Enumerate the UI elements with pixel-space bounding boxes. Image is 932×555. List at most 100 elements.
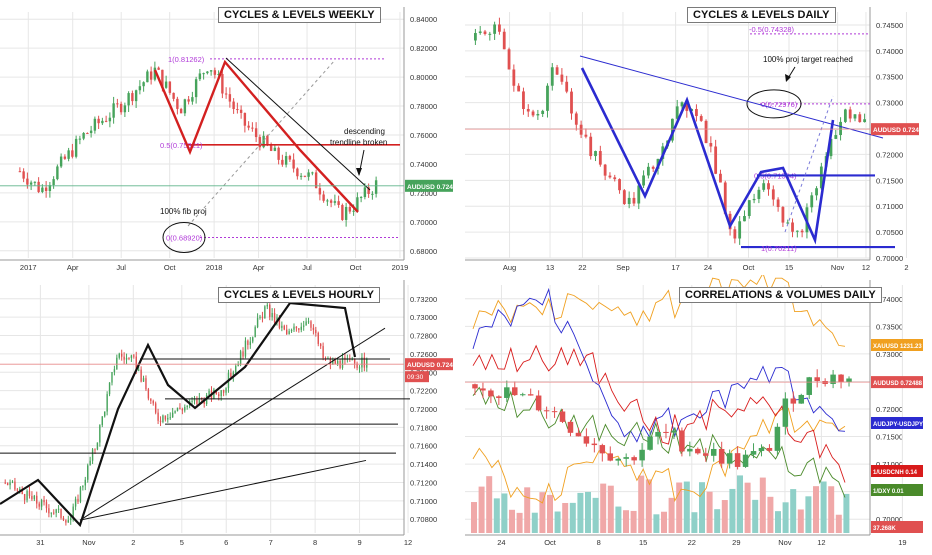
x-tick-label: 24 <box>497 538 505 547</box>
candle-body <box>243 112 247 126</box>
usdcnh-line <box>472 344 846 483</box>
hourly-chart: 0.732000.730000.728000.726000.724000.722… <box>0 280 460 547</box>
candle-body <box>848 109 852 119</box>
y-tick-label: 0.70500 <box>876 228 903 237</box>
volume-bar <box>600 483 607 533</box>
x-tick-label: Sep <box>616 263 629 272</box>
ascending-trendline <box>79 459 367 521</box>
candle-body <box>782 398 789 427</box>
candle-body <box>142 82 145 87</box>
candle-body <box>198 397 201 404</box>
volume-bar <box>486 476 493 533</box>
price-tag-label: AUDUSD 0.72488 <box>407 362 460 369</box>
candle-body <box>228 94 232 102</box>
y-tick-label: 0.82000 <box>410 44 437 53</box>
candle-body <box>67 150 70 159</box>
x-tick-label: Nov <box>831 263 845 272</box>
volume-bar <box>805 496 812 533</box>
candle-body <box>305 321 307 326</box>
candle-body <box>371 193 374 195</box>
volume-bar <box>509 509 515 533</box>
candle-body <box>59 156 63 167</box>
candle-body <box>356 363 358 368</box>
y-tick-label: 0.84000 <box>410 15 437 24</box>
candle-body <box>584 134 588 137</box>
x-tick-label: 29 <box>732 538 740 547</box>
candle-body <box>496 396 502 398</box>
x-tick-label: 12 <box>817 538 825 547</box>
candle-body <box>363 357 366 368</box>
x-tick-label: 8 <box>313 538 317 547</box>
candle-body <box>774 426 781 451</box>
candle-body <box>72 506 74 519</box>
candle-body <box>6 483 9 486</box>
candle-body <box>183 99 187 114</box>
series-tag <box>871 417 923 429</box>
volume-bar <box>585 491 591 533</box>
candle-body <box>96 442 99 450</box>
candle-body <box>74 498 77 507</box>
candle-body <box>198 73 202 80</box>
candle-body <box>147 389 150 399</box>
volume-bar <box>683 481 690 533</box>
candle-body <box>60 508 62 518</box>
candle-body <box>181 409 184 411</box>
candle-body <box>843 109 847 122</box>
candle-body <box>244 340 247 357</box>
x-tick-label: Jul <box>116 263 126 272</box>
x-tick-label: Nov <box>778 538 792 547</box>
countdown-label: 09:30 <box>407 374 424 381</box>
candle-body <box>87 465 89 480</box>
candle-body <box>281 325 283 328</box>
volume-bar <box>843 493 850 533</box>
candle-body <box>551 411 558 413</box>
y-tick-label: 0.71200 <box>410 478 437 487</box>
y-tick-label: 0.71400 <box>410 460 437 469</box>
candle-body <box>236 109 239 111</box>
candle-body <box>541 110 545 115</box>
y-tick-label: 0.73000 <box>876 99 903 108</box>
candle-body <box>222 390 225 393</box>
candle-body <box>74 138 78 157</box>
y-tick-label: 0.73500 <box>876 73 903 82</box>
candle-body <box>133 355 135 357</box>
candle-body <box>766 447 773 451</box>
candle-body <box>176 407 179 412</box>
x-tick-label: 15 <box>639 538 647 547</box>
x-tick-label: 15 <box>785 263 793 272</box>
candle-body <box>55 509 57 513</box>
candle-body <box>474 33 477 41</box>
candle-body <box>632 197 636 204</box>
candle-body <box>247 125 250 128</box>
candle-body <box>86 133 89 135</box>
candle-body <box>157 412 159 421</box>
candle-body <box>747 200 751 216</box>
candle-body <box>519 394 526 396</box>
candle-body <box>361 357 363 368</box>
fib-circle <box>162 221 206 253</box>
volume-bar <box>668 497 675 533</box>
y-tick-label: 0.72000 <box>410 189 437 198</box>
candle-body <box>187 99 190 102</box>
volume-bar <box>752 499 759 533</box>
x-tick-label: 5 <box>180 538 184 547</box>
volume-bar <box>554 511 561 533</box>
candle-body <box>526 108 530 112</box>
volume-bar <box>767 496 774 533</box>
candle-body <box>307 172 310 177</box>
candle-body <box>814 377 820 382</box>
candle-body <box>839 121 842 136</box>
x-tick-label: 24 <box>704 263 712 272</box>
x-tick-label: 22 <box>688 538 696 547</box>
ascending-trendline <box>79 327 386 521</box>
volume-bar <box>645 479 652 533</box>
candle-body <box>322 346 324 358</box>
candle-body <box>550 67 554 86</box>
candle-body <box>82 485 84 488</box>
candle-body <box>209 70 213 72</box>
fib-label: 0(0.72976) <box>761 100 798 109</box>
candle-body <box>40 500 43 507</box>
candle-body <box>273 147 277 151</box>
candle-body <box>622 190 626 205</box>
x-tick-label: 12 <box>862 263 870 272</box>
